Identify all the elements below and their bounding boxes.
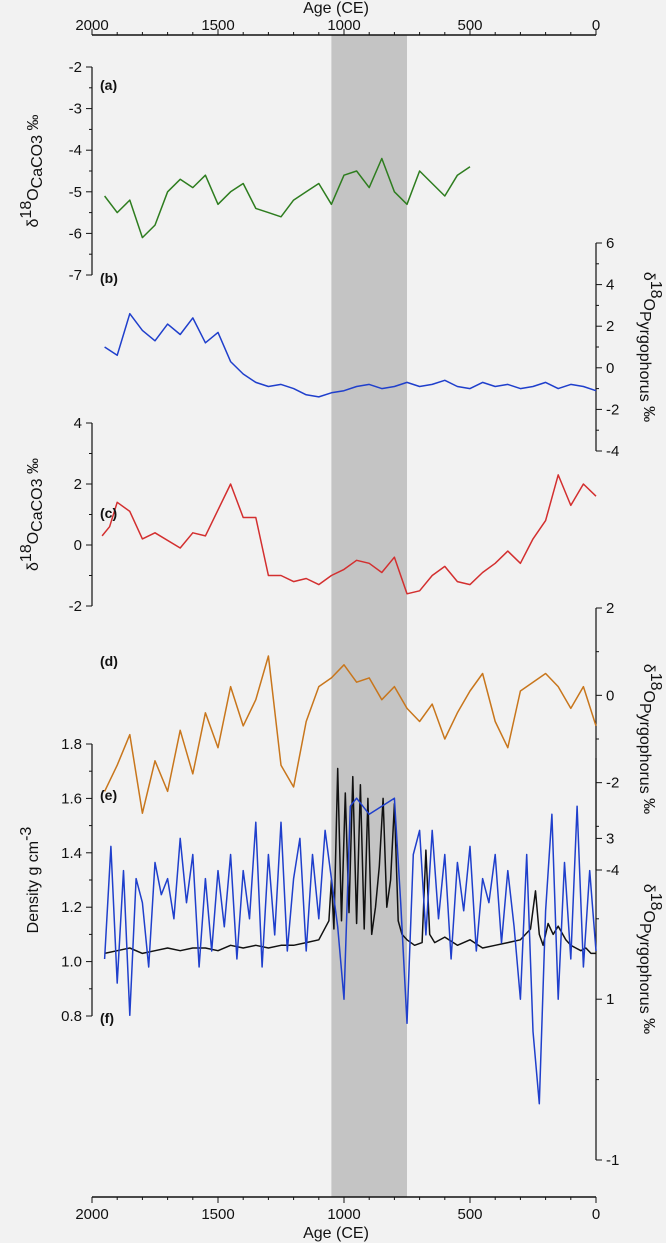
y-tick-label-a: -7 xyxy=(69,267,82,284)
y-tick-label-b: -2 xyxy=(606,401,619,418)
panel-label-b: (b) xyxy=(100,270,118,286)
y-label-sub: CaCO3 xyxy=(29,135,46,188)
y-label-sup: 18 xyxy=(18,201,35,219)
bottom-x-tick-label: 2000 xyxy=(75,1206,108,1223)
y-tick-label-f: 3 xyxy=(606,830,614,847)
y-axis-label-a: δ18OCaCO3 ‰ xyxy=(18,115,46,228)
bottom-x-axis-label: Age (CE) xyxy=(303,1225,369,1242)
bottom-x-tick-label: 1000 xyxy=(327,1206,360,1223)
y-label-suffix: ‰ xyxy=(640,402,657,422)
series-line-d xyxy=(103,655,597,814)
top-x-tick-label: 0 xyxy=(592,17,600,34)
y-axis-label-b: δ18OPyrgophorus ‰ xyxy=(636,272,664,422)
axes-layer xyxy=(86,29,602,1203)
series-line-f xyxy=(103,797,597,1105)
y-label-delta: δ xyxy=(640,884,657,893)
panel-label-f: (f) xyxy=(100,1010,114,1026)
y-tick-label-b: 4 xyxy=(606,277,614,294)
y-label-main: O xyxy=(640,299,657,311)
y-axis-label-c: δ18OCaCO3 ‰ xyxy=(18,458,46,571)
y-label-sup: -3 xyxy=(18,827,35,841)
series-line-a xyxy=(104,157,471,239)
series-line-e xyxy=(104,767,596,955)
y-label-main: O xyxy=(25,532,42,544)
series-line-c xyxy=(101,474,597,595)
y-label-suffix: ‰ xyxy=(640,794,657,814)
bottom-x-tick-label: 1500 xyxy=(201,1206,234,1223)
series-layer xyxy=(101,157,597,1105)
y-tick-label-f: -1 xyxy=(606,1152,619,1169)
top-x-tick-label: 1500 xyxy=(201,17,234,34)
y-tick-label-e: 1.0 xyxy=(61,954,82,971)
y-label-delta: δ xyxy=(640,664,657,673)
y-tick-label-c: 2 xyxy=(74,476,82,493)
y-label-main: O xyxy=(640,911,657,923)
y-tick-label-b: 0 xyxy=(606,360,614,377)
panel-label-d: (d) xyxy=(100,653,118,669)
y-tick-label-e: 1.4 xyxy=(61,845,82,862)
y-tick-label-e: 1.2 xyxy=(61,899,82,916)
panel-label-a: (a) xyxy=(100,77,117,93)
y-tick-label-f: 1 xyxy=(606,991,614,1008)
y-label-suffix: ‰ xyxy=(25,458,42,478)
y-tick-label-c: 0 xyxy=(74,537,82,554)
y-label-sub: Pyrgophorus xyxy=(636,311,653,402)
y-axis-label-e: Density g cm-3 xyxy=(18,827,42,934)
shaded-interval-layer xyxy=(331,35,407,1197)
y-tick-label-a: -3 xyxy=(69,101,82,118)
y-label-sub: Pyrgophorus xyxy=(636,923,653,1014)
y-label-main: O xyxy=(640,691,657,703)
y-tick-label-d: -2 xyxy=(606,775,619,792)
y-label-suffix: ‰ xyxy=(640,1014,657,1034)
y-label-sup: 18 xyxy=(18,544,35,562)
bottom-x-tick-label: 500 xyxy=(457,1206,482,1223)
y-tick-label-d: 0 xyxy=(606,687,614,704)
y-label-sub: Pyrgophorus xyxy=(636,703,653,794)
y-tick-label-e: 0.8 xyxy=(61,1008,82,1025)
y-tick-label-c: 4 xyxy=(74,415,82,432)
top-x-tick-label: 1000 xyxy=(327,17,360,34)
y-axis-label-f: δ18OPyrgophorus ‰ xyxy=(636,884,664,1034)
y-tick-label-a: -4 xyxy=(69,142,82,159)
y-tick-label-c: -2 xyxy=(69,598,82,615)
y-tick-label-e: 1.6 xyxy=(61,790,82,807)
y-tick-label-d: -4 xyxy=(606,862,619,879)
y-label-delta: δ xyxy=(25,218,42,227)
y-tick-label-a: -5 xyxy=(69,184,82,201)
top-x-axis-label: Age (CE) xyxy=(303,0,369,17)
y-tick-label-e: 1.8 xyxy=(61,736,82,753)
series-line-b xyxy=(104,312,597,398)
y-label-sub: CaCO3 xyxy=(29,478,46,531)
y-tick-label-a: -2 xyxy=(69,59,82,76)
y-tick-label-b: -4 xyxy=(606,443,619,460)
y-label-main: O xyxy=(25,188,42,200)
panel-label-e: (e) xyxy=(100,787,117,803)
y-label-sup: 18 xyxy=(647,893,664,911)
y-label-delta: δ xyxy=(25,562,42,571)
y-label-delta: δ xyxy=(640,272,657,281)
shaded-interval xyxy=(331,35,407,1197)
y-tick-label-b: 2 xyxy=(606,318,614,335)
top-x-tick-label: 500 xyxy=(457,17,482,34)
top-x-tick-label: 2000 xyxy=(75,17,108,34)
y-tick-label-d: 2 xyxy=(606,600,614,617)
y-label-sup: 18 xyxy=(647,281,664,299)
y-label-suffix: ‰ xyxy=(25,115,42,135)
y-tick-label-b: 6 xyxy=(606,235,614,252)
y-axis-label-d: δ18OPyrgophorus ‰ xyxy=(636,664,664,814)
y-label-sup: 18 xyxy=(647,673,664,691)
panel-label-c: (c) xyxy=(100,505,117,521)
y-label-main: Density g cm xyxy=(25,841,42,933)
y-tick-label-a: -6 xyxy=(69,225,82,242)
bottom-x-tick-label: 0 xyxy=(592,1206,600,1223)
